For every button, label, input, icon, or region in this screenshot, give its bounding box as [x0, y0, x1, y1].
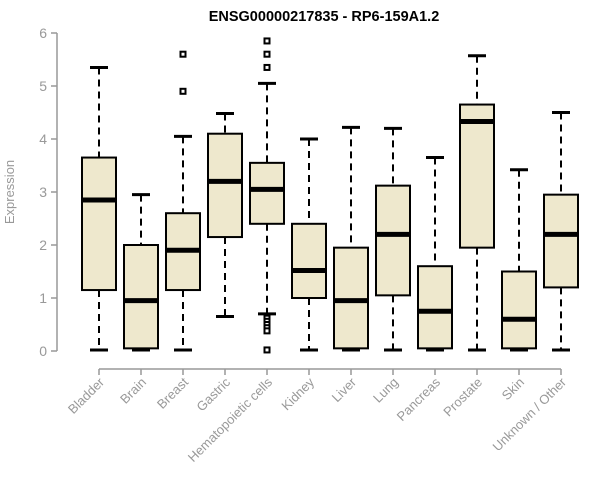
box-group [165, 50, 201, 352]
x-category-label: Liver [329, 374, 360, 405]
box-group [375, 126, 411, 352]
outlier-point [263, 37, 271, 45]
x-category-label: Gastric [193, 374, 233, 414]
x-category-label: Prostate [440, 375, 485, 420]
box-group [123, 193, 159, 352]
box-group [291, 137, 327, 352]
y-tick-label: 1 [39, 290, 47, 306]
box-group [207, 112, 243, 319]
x-category-label: Unknown / Other [490, 374, 570, 454]
x-category-label: Lung [370, 375, 401, 406]
iqr-box [459, 103, 495, 249]
box-group [333, 125, 369, 352]
iqr-box [81, 156, 117, 292]
box-group [543, 111, 579, 352]
box-group [501, 168, 537, 352]
iqr-box [123, 244, 159, 350]
outlier-point [179, 50, 187, 58]
y-tick-label: 4 [39, 131, 47, 147]
x-category-label: Breast [154, 374, 191, 411]
outlier-point [263, 63, 271, 71]
x-category-label: Pancreas [394, 374, 444, 424]
x-category-label: Skin [499, 375, 527, 403]
box-series [81, 37, 579, 354]
iqr-box [501, 270, 537, 350]
outlier-point [263, 327, 271, 335]
y-tick-label: 5 [39, 78, 47, 94]
box-group [459, 54, 495, 352]
y-tick-label: 3 [39, 184, 47, 200]
x-category-label: Kidney [278, 374, 317, 413]
box-group [249, 37, 285, 354]
x-category-label: Bladder [65, 374, 108, 417]
y-tick-label: 6 [39, 25, 47, 41]
iqr-box [375, 184, 411, 297]
iqr-box [291, 222, 327, 299]
y-tick-label: 2 [39, 237, 47, 253]
x-category-label: Brain [117, 375, 149, 407]
iqr-box [249, 161, 285, 225]
outlier-point [263, 346, 271, 354]
y-tick-label: 0 [39, 343, 47, 359]
box-group [81, 65, 117, 352]
iqr-box [417, 265, 453, 350]
outlier-point [179, 87, 187, 95]
y-axis-label: Expression [2, 160, 17, 224]
chart-title: ENSG00000217835 - RP6-159A1.2 [209, 9, 440, 25]
iqr-box [333, 246, 369, 350]
outlier-point [263, 50, 271, 58]
iqr-box [207, 132, 243, 239]
box-group [417, 156, 453, 352]
iqr-box [543, 193, 579, 289]
